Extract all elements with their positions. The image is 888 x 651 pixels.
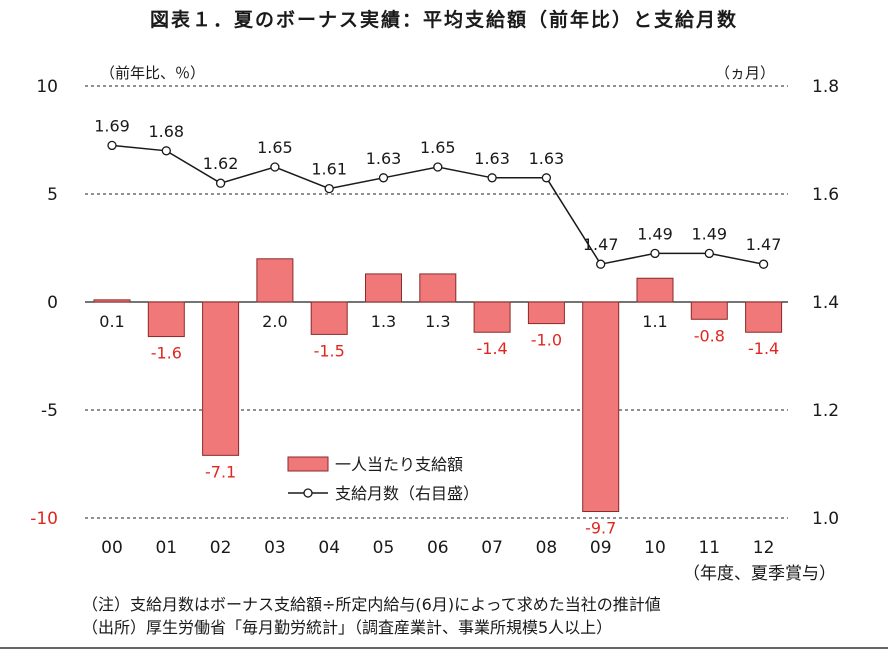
line-data-label: 1.47 (583, 235, 619, 254)
line-data-label: 1.69 (94, 116, 130, 135)
category-axis: 00 01 02 03 04 05 06 07 08 09 10 11 12 (101, 538, 774, 558)
right-tick-label: 1.8 (812, 77, 839, 97)
line-point (541, 173, 552, 183)
axis-ticks: 10 1.8 5 1.6 0 1.4 -5 1.2 -10 1.0 (30, 77, 839, 529)
line-point (215, 178, 226, 188)
bar-data-label: -9.7 (585, 519, 616, 538)
left-axis-unit: （前年比、％） (100, 64, 205, 82)
right-tick-label: 1.6 (812, 185, 839, 205)
line-point (758, 259, 769, 269)
bar (310, 301, 348, 335)
category-label: 02 (210, 538, 232, 558)
line-data-label: 1.65 (420, 138, 456, 157)
line-point (596, 259, 606, 269)
bar (690, 301, 728, 320)
category-label: 12 (753, 538, 775, 558)
bar-data-label: 2.0 (262, 312, 287, 331)
line-data-label: 1.49 (637, 224, 673, 243)
bar (527, 301, 565, 325)
chart-title: 図表１．夏のボーナス実績：平均支給額（前年比）と支給月数 (150, 8, 738, 31)
bar (582, 301, 620, 513)
line-data-label: 1.63 (474, 149, 510, 168)
bar-data-label: -1.4 (476, 339, 507, 358)
category-label: 01 (155, 538, 177, 558)
legend-bar-label: 一人当たり支給額 (335, 455, 463, 474)
bar (147, 301, 185, 338)
category-label: 11 (698, 538, 720, 558)
category-label: 05 (373, 538, 395, 558)
bar-data-label: 1.1 (642, 312, 667, 331)
category-label: 07 (481, 538, 503, 558)
line-point (107, 140, 117, 151)
left-tick-label: 0 (47, 293, 58, 313)
category-label: 06 (427, 538, 449, 558)
right-tick-label: 1.2 (812, 401, 839, 421)
bar-data-label: 0.1 (99, 312, 124, 331)
bar-data-label: -0.8 (694, 326, 725, 345)
line-point (324, 183, 334, 194)
left-tick-label: -5 (41, 401, 58, 421)
bar (636, 277, 674, 303)
bar-data-label: 1.3 (371, 312, 396, 331)
right-tick-label: 1.0 (812, 509, 839, 529)
line-point (161, 146, 171, 156)
bar (473, 301, 511, 333)
bar-data-label: -1.0 (531, 331, 562, 350)
category-label: 08 (536, 538, 558, 558)
line-data-label: 1.47 (746, 235, 782, 254)
bar-data-label: -1.5 (314, 341, 345, 360)
legend-bar-swatch (287, 456, 329, 472)
line-point (487, 173, 497, 183)
legend-line-marker (303, 488, 313, 498)
bar-data-label: -1.4 (748, 339, 779, 358)
line-data-label: 1.63 (366, 149, 402, 168)
source-note: （出所）厚生労働省「毎月勤労統計」（調査産業計、事業所規模5人以上） (82, 618, 612, 637)
bar-data-label: 1.3 (425, 312, 450, 331)
bar (745, 301, 783, 333)
bar-data-label: -7.1 (205, 462, 236, 481)
line-data-label: 1.49 (691, 224, 727, 243)
left-tick-label: 10 (36, 77, 58, 97)
bar (365, 273, 402, 303)
left-tick-label: 5 (47, 185, 58, 205)
category-label: 04 (318, 538, 340, 558)
footnote: （注）支給月数はボーナス支給額÷所定内給与(6月)によって求めた当社の推計値 (82, 595, 661, 614)
right-tick-label: 1.4 (812, 293, 839, 313)
line-data-label: 1.62 (203, 154, 239, 173)
category-label: 09 (590, 538, 612, 558)
right-axis-unit: （ヵ月） (715, 64, 775, 82)
bar-data-label: -1.6 (151, 344, 182, 363)
bar (419, 273, 457, 303)
bar (202, 301, 240, 456)
bar (256, 258, 294, 303)
line-point (270, 162, 280, 172)
category-label: 03 (264, 538, 286, 558)
line-data-label: 1.61 (311, 160, 347, 179)
legend-line-label: 支給月数（右目盛） (335, 484, 479, 503)
line-data-label: 1.68 (148, 122, 184, 141)
line-data-label: 1.63 (529, 149, 565, 168)
left-tick-label: -10 (30, 509, 58, 529)
bar-series: 0.1 -1.6 -7.1 2.0 -1.5 1.3 1.3 -1.4 -1.0 -9.7 1.1 -… (93, 258, 783, 538)
line-point (378, 173, 389, 183)
line-data-label: 1.65 (257, 138, 293, 157)
category-label: 00 (101, 538, 123, 558)
bar (93, 299, 131, 303)
legend: 一人当たり支給額 支給月数（右目盛） (287, 455, 479, 503)
line-series: 1.69 1.68 1.62 1.65 1.61 1.63 1.65 1.63 1.63 1.47… (94, 116, 782, 269)
category-label: 10 (644, 538, 666, 558)
line-point (433, 162, 443, 172)
line-point (650, 248, 660, 259)
line-point (704, 248, 714, 259)
x-axis-note: （年度、夏季賞与） (683, 564, 836, 584)
